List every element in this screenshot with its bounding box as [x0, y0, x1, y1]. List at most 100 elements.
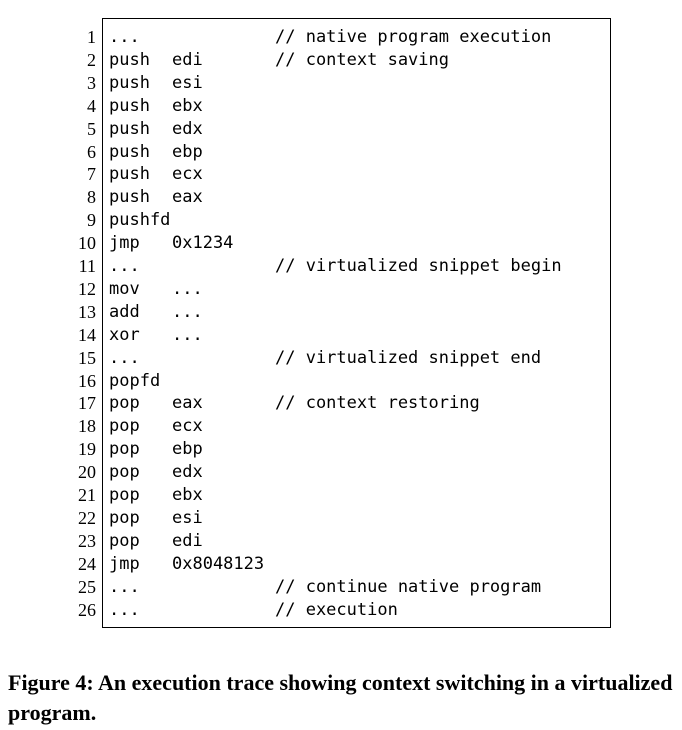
line-number: 10 — [78, 233, 96, 254]
line-number: 5 — [87, 118, 96, 139]
line-number: 17 — [78, 393, 96, 414]
instruction-opcode: pop — [109, 507, 140, 528]
line-number: 19 — [78, 439, 96, 460]
code-line: 21 pop ebx — [0, 484, 682, 507]
line-number: 24 — [78, 553, 96, 574]
instruction-opcode: ... — [109, 599, 140, 620]
line-number: 14 — [78, 324, 96, 345]
code-line: 15... // virtualized snippet end — [0, 347, 682, 370]
line-number: 6 — [87, 141, 96, 162]
code-line: 20 pop edx — [0, 461, 682, 484]
code-comment: // continue native program — [275, 576, 542, 597]
code-line: 22 pop esi — [0, 507, 682, 530]
code-line: 4 push ebx — [0, 95, 682, 118]
code-line: 6 push ebp — [0, 141, 682, 164]
instruction-operand: eax — [172, 187, 203, 208]
instruction-operand: ebx — [172, 95, 203, 116]
line-number: 13 — [78, 301, 96, 322]
code-line: 19 pop ebp — [0, 438, 682, 461]
instruction-operand: edx — [172, 462, 203, 483]
code-line: 16 popfd — [0, 370, 682, 393]
line-number: 7 — [87, 164, 96, 185]
instruction-opcode: pop — [109, 485, 140, 505]
instruction-opcode: pop — [109, 393, 140, 414]
instruction-opcode: push — [109, 141, 150, 162]
instruction-operand: ecx — [172, 416, 203, 437]
line-number: 8 — [87, 187, 96, 208]
code-line: 11... // virtualized snippet begin — [0, 255, 682, 278]
line-number: 23 — [78, 530, 96, 551]
line-number: 26 — [78, 599, 96, 620]
code-comment: // context saving — [275, 49, 449, 70]
code-line: 25... // continue native program — [0, 576, 682, 599]
instruction-operand: ... — [172, 301, 203, 322]
line-number: 4 — [87, 95, 96, 116]
instruction-operand: ... — [172, 324, 203, 345]
line-number: 11 — [78, 256, 96, 276]
code-line: 9 pushfd — [0, 209, 682, 232]
code-line: 5 push edx — [0, 118, 682, 141]
line-number: 25 — [78, 576, 96, 597]
instruction-operand: ebp — [172, 439, 203, 460]
code-line: 1... // native program execution — [0, 26, 682, 49]
instruction-opcode: pop — [109, 439, 140, 460]
line-number: 18 — [78, 416, 96, 437]
instruction-opcode: mov — [109, 278, 140, 299]
instruction-opcode: push — [109, 164, 150, 185]
code-comment: // execution — [275, 599, 398, 620]
code-line: 14 xor... — [0, 324, 682, 347]
code-line: 10 jmp 0x1234 — [0, 232, 682, 255]
instruction-operand: 0x1234 — [172, 233, 234, 254]
instruction-opcode: pop — [109, 530, 140, 551]
line-number: 3 — [87, 72, 96, 93]
code-line: 3 push esi — [0, 72, 682, 95]
instruction-opcode: push — [109, 118, 150, 139]
code-comment: // native program execution — [275, 27, 552, 47]
line-number: 15 — [78, 347, 96, 368]
instruction-operand: esi — [172, 72, 203, 93]
instruction-opcode: push — [109, 49, 150, 70]
instruction-operand: edx — [172, 118, 203, 139]
instruction-operand: ebp — [172, 141, 203, 162]
instruction-opcode: ... — [109, 256, 140, 276]
code-line: 8 push eax — [0, 186, 682, 209]
line-number: 16 — [78, 370, 96, 391]
code-line: 12 mov... — [0, 278, 682, 301]
instruction-operand: edi — [172, 530, 203, 551]
code-line: 26... // execution — [0, 599, 682, 622]
instruction-opcode: ... — [109, 347, 140, 368]
instruction-operand: edi — [172, 49, 203, 70]
instruction-operand: ecx — [172, 164, 203, 185]
line-number: 20 — [78, 462, 96, 483]
instruction-operand: ... — [172, 278, 203, 299]
instruction-opcode: popfd — [109, 370, 161, 391]
line-number: 22 — [78, 507, 96, 528]
instruction-opcode: add — [109, 301, 140, 322]
code-line: 18 pop ecx — [0, 415, 682, 438]
line-number: 21 — [78, 485, 96, 505]
instruction-opcode: push — [109, 95, 150, 116]
line-number: 9 — [87, 210, 96, 231]
code-listing-frame — [102, 18, 611, 628]
instruction-opcode: push — [109, 72, 150, 93]
code-line: 17 pop eax // context restoring — [0, 392, 682, 415]
instruction-opcode: ... — [109, 576, 140, 597]
code-comment: // virtualized snippet end — [275, 347, 542, 368]
instruction-operand: eax — [172, 393, 203, 414]
instruction-opcode: pushfd — [109, 210, 171, 231]
code-line: 7 push ecx — [0, 163, 682, 186]
code-line: 23 pop edi — [0, 530, 682, 553]
instruction-opcode: push — [109, 187, 150, 208]
figure-caption: Figure 4: An execution trace showing con… — [8, 670, 673, 725]
code-comment: // context restoring — [275, 393, 480, 414]
instruction-operand: 0x8048123 — [172, 553, 265, 574]
instruction-opcode: jmp — [109, 233, 140, 254]
instruction-opcode: jmp — [109, 553, 140, 574]
code-line: 24 jmp 0x8048123 — [0, 553, 682, 576]
line-number: 12 — [78, 278, 96, 299]
instruction-opcode: pop — [109, 416, 140, 437]
instruction-operand: esi — [172, 507, 203, 528]
instruction-opcode: pop — [109, 462, 140, 483]
line-number: 1 — [87, 27, 96, 47]
instruction-opcode: ... — [109, 27, 140, 47]
